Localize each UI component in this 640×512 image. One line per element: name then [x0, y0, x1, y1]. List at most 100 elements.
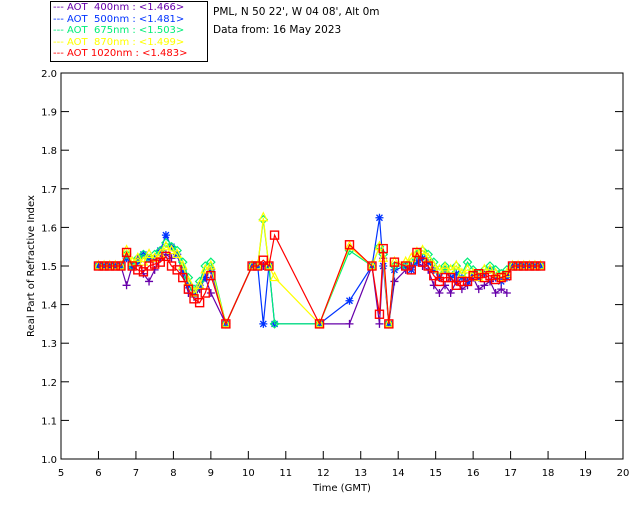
- x-axis-label: Time (GMT): [312, 483, 371, 494]
- data-point-square: [440, 272, 450, 283]
- y-tick-label: 1.9: [41, 108, 57, 119]
- x-tick-label: 5: [58, 468, 64, 479]
- data-point-diamond: [440, 261, 450, 271]
- data-point-square: [105, 261, 115, 271]
- data-point-square: [490, 274, 501, 285]
- x-tick-label: 7: [133, 468, 139, 479]
- data-point-diamond: [132, 253, 143, 264]
- data-point-square: [468, 270, 478, 281]
- y-tick-label: 1.5: [41, 262, 57, 273]
- data-point-triangle: [160, 240, 171, 251]
- data-point-square: [93, 261, 104, 271]
- data-point-plus: [474, 285, 483, 294]
- data-point-diamond: [269, 319, 280, 329]
- data-point-square: [378, 243, 388, 254]
- data-point-plus: [122, 281, 131, 290]
- data-point-square: [423, 261, 433, 271]
- data-point-square: [269, 230, 280, 240]
- data-point-square: [252, 261, 263, 271]
- data-point-square: [462, 276, 473, 287]
- data-point-triangle: [205, 259, 216, 270]
- data-point-square: [374, 309, 385, 319]
- data-point-square: [133, 265, 143, 275]
- data-point-asterisk: [206, 265, 215, 274]
- data-point-plus: [446, 289, 455, 298]
- data-point-asterisk: [178, 265, 187, 274]
- data-point-triangle: [172, 248, 183, 259]
- data-point-asterisk: [452, 269, 461, 278]
- x-tick-label: 19: [579, 468, 592, 479]
- data-point-triangle: [144, 248, 155, 259]
- data-point-triangle: [138, 255, 149, 266]
- data-point-square: [121, 247, 132, 258]
- data-point-triangle: [485, 263, 495, 274]
- data-point-asterisk: [429, 265, 438, 274]
- data-point-triangle: [451, 259, 462, 270]
- data-point-square: [155, 257, 165, 267]
- y-tick-label: 1.8: [41, 146, 57, 157]
- legend-label: AOT 1020nm : <1.483>: [67, 48, 188, 60]
- legend-item: --- AOT 870nm : <1.499>: [51, 37, 207, 49]
- data-point-triangle: [132, 251, 143, 262]
- data-point-square: [178, 272, 188, 283]
- data-point-asterisk: [502, 273, 511, 282]
- data-date: Data from: 16 May 2023: [213, 24, 342, 36]
- legend-label: AOT 675nm : <1.503>: [67, 25, 185, 37]
- data-point-triangle: [258, 211, 269, 222]
- data-point-square: [258, 255, 269, 265]
- y-axis-label: Real Part of Refractive Index: [26, 195, 37, 337]
- data-point-square: [110, 261, 121, 271]
- legend-line: ---: [53, 2, 68, 13]
- data-point-square: [406, 265, 417, 275]
- data-point-plus: [345, 319, 354, 328]
- data-point-square: [389, 257, 400, 267]
- x-tick-label: 11: [279, 468, 292, 479]
- data-point-plus: [375, 319, 384, 328]
- data-point-triangle: [462, 263, 473, 274]
- x-tick-label: 15: [429, 468, 442, 479]
- data-point-diamond: [451, 261, 462, 271]
- y-tick-label: 1.6: [41, 223, 57, 234]
- y-tick-label: 2.0: [41, 69, 57, 80]
- data-point-triangle: [383, 317, 394, 328]
- site-info: PML, N 50 22', W 04 08', Alt 0m: [213, 6, 380, 18]
- data-point-triangle: [177, 259, 188, 270]
- x-tick-label: 13: [354, 468, 367, 479]
- data-point-plus: [167, 254, 176, 263]
- y-tick-label: 1.0: [41, 455, 57, 466]
- legend-label: AOT 400nm : <1.466>: [67, 2, 185, 13]
- x-tick-label: 12: [317, 468, 330, 479]
- data-point-square: [367, 261, 377, 271]
- data-point-triangle: [479, 263, 490, 274]
- data-point-square: [172, 265, 182, 275]
- data-point-square: [221, 319, 231, 329]
- data-point-square: [445, 272, 456, 283]
- data-point-triangle: [220, 317, 231, 328]
- data-point-plus: [206, 289, 215, 298]
- legend-line: ---: [53, 25, 68, 37]
- data-point-square: [496, 272, 506, 283]
- data-point-triangle: [166, 244, 177, 255]
- data-point-triangle: [344, 240, 355, 251]
- x-tick-label: 16: [467, 468, 480, 479]
- data-point-square: [535, 261, 546, 271]
- data-point-plus: [491, 289, 500, 298]
- series-aot-1020nm: [93, 230, 546, 329]
- data-point-plus: [497, 285, 506, 294]
- data-point-triangle: [194, 278, 205, 289]
- data-point-asterisk: [259, 319, 268, 328]
- legend-item: --- AOT 1020nm : <1.483>: [51, 48, 207, 60]
- legend-line: ---: [53, 13, 68, 25]
- y-tick-label: 1.3: [41, 339, 57, 350]
- data-point-plus: [390, 277, 399, 286]
- data-point-asterisk: [379, 262, 388, 270]
- data-point-asterisk: [94, 262, 103, 270]
- data-point-square: [247, 261, 257, 271]
- data-point-asterisk: [345, 296, 354, 305]
- legend-item: --- AOT 400nm : <1.466>: [51, 2, 207, 14]
- x-tick-label: 17: [504, 468, 517, 479]
- data-point-square: [530, 261, 540, 271]
- data-point-asterisk: [375, 213, 384, 222]
- data-point-square: [194, 297, 205, 308]
- x-tick-label: 20: [617, 468, 630, 479]
